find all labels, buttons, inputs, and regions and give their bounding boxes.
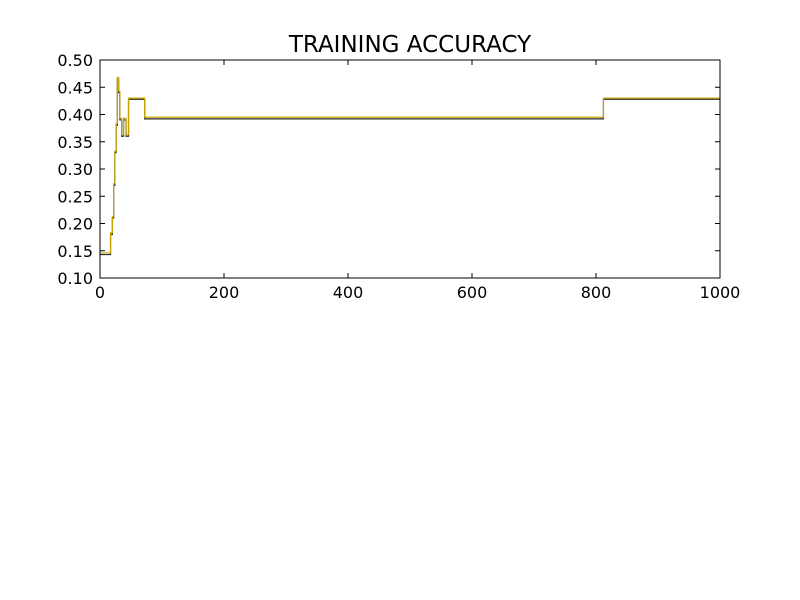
x-tick-label: 600 [457, 283, 488, 302]
y-tick-label: 0.45 [57, 78, 93, 97]
y-tick-label: 0.50 [57, 51, 93, 70]
plot-frame [99, 59, 721, 279]
series-line-accuracy-dark [100, 78, 720, 256]
y-tick-label: 0.20 [57, 215, 93, 234]
y-tick-label: 0.25 [57, 187, 93, 206]
y-tick-label: 0.35 [57, 133, 93, 152]
chart-title: TRAINING ACCURACY [288, 32, 532, 58]
y-tick-label: 0.15 [57, 242, 93, 261]
series-line-accuracy-gold [100, 76, 720, 254]
x-tick-label: 400 [333, 283, 364, 302]
x-tick-label: 0 [95, 283, 105, 302]
y-tick-label: 0.30 [57, 160, 93, 179]
y-axis: 0.10 0.15 0.20 0.25 0.30 0.35 0.40 0.45 0.50 [57, 51, 720, 288]
x-tick-label: 200 [209, 283, 240, 302]
y-tick-label: 0.10 [57, 269, 93, 288]
y-tick-label: 0.40 [57, 106, 93, 125]
x-axis: 0 200 400 600 800 1000 [95, 60, 740, 302]
x-tick-label: 800 [581, 283, 612, 302]
series-layer [100, 76, 720, 256]
x-tick-label: 1000 [700, 283, 741, 302]
